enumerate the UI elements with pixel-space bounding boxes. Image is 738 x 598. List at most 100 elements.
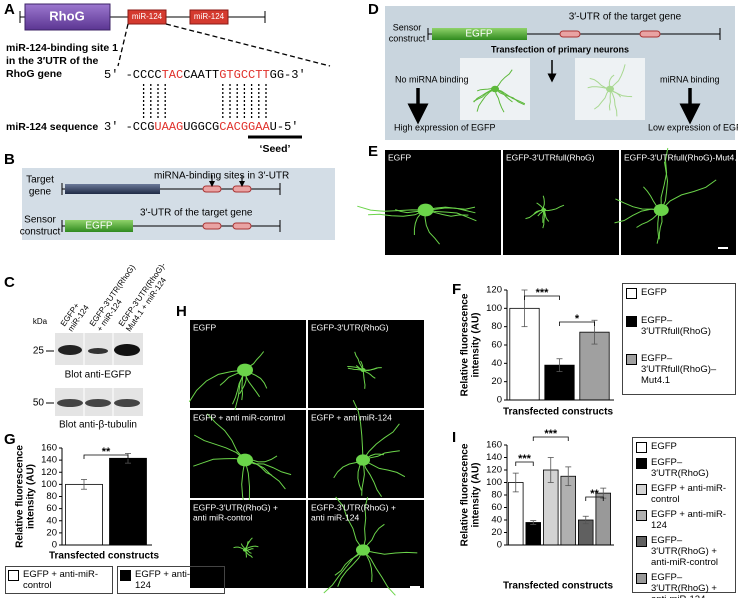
legend-item: EGFP	[626, 287, 732, 299]
neurite	[660, 147, 669, 211]
neurite	[323, 549, 364, 594]
bar	[525, 522, 542, 546]
neurite	[543, 204, 565, 212]
neurite	[244, 545, 259, 551]
x-axis-label: Transfected constructs	[503, 407, 613, 418]
y-axis-label: intensity (AU)	[471, 313, 482, 378]
seq-part: GG-3′	[270, 68, 306, 82]
neurite	[425, 207, 476, 214]
site-caption: in the 3′UTR of the	[6, 55, 99, 67]
base-pairs	[142, 84, 267, 118]
micrograph-caption: anti miR-control	[193, 512, 253, 522]
y-tick-label: 160	[486, 440, 502, 451]
seq-part: UGGCG	[183, 120, 219, 134]
legend: EGFP EGFP–3′UTR(RhoG) EGFP + anti-miR-cont…	[632, 437, 736, 598]
sites-label: miRNA-binding sites in 3′-UTR	[154, 171, 289, 182]
seq-part: CACGGAA	[219, 120, 270, 134]
neurite	[193, 434, 246, 461]
seq-part: TAC	[162, 68, 184, 82]
y-tick-label: 0	[497, 540, 502, 551]
seq-part: CAATT	[183, 68, 219, 82]
y-axis-label: Relative fluorescence	[460, 443, 471, 546]
y-tick-label: 0	[52, 540, 57, 551]
neurite	[660, 161, 669, 211]
neurite	[542, 209, 546, 229]
blot-label: Blot anti-β-tubulin	[59, 420, 137, 431]
y-tick-label: 60	[46, 503, 57, 514]
legend-swatch	[636, 510, 647, 521]
y-tick-label: 100	[486, 303, 502, 314]
y-tick-label: 100	[486, 477, 502, 488]
panel-label: E	[368, 143, 378, 160]
y-tick-label: 20	[491, 527, 502, 538]
bar	[560, 475, 577, 546]
marker-label: 25	[33, 346, 45, 357]
legend-label: EGFP–3′UTRfull(RhoG)	[641, 315, 711, 337]
legend-swatch	[626, 288, 637, 299]
significance-label: ***	[544, 428, 558, 440]
site-caption: miR-124-binding site 1	[6, 42, 118, 54]
legend-item: EGFP + anti-miR-124	[117, 566, 225, 594]
egfp-box	[65, 220, 133, 232]
y-axis-label: intensity (AU)	[26, 464, 37, 529]
panel-label: A	[4, 1, 15, 18]
target-label: gene	[29, 187, 52, 198]
error-bar	[556, 358, 563, 372]
legend-swatch	[636, 458, 647, 469]
soma	[356, 454, 370, 466]
panel-label: F	[452, 281, 461, 298]
site-box	[127, 9, 167, 25]
micrograph-caption: EGFP-3′UTR(RhoG) +	[193, 502, 278, 512]
legend-item: EGFP + anti-miR-control	[5, 566, 113, 594]
neurite	[424, 209, 440, 245]
legend-label: EGFP–3′UTR(RhoG) + anti-miR-control	[651, 535, 719, 568]
micrograph	[190, 320, 306, 408]
gene-box	[24, 3, 111, 31]
panel-label: H	[176, 303, 187, 320]
micrograph-caption: EGFP-3′UTR(RhoG) +	[311, 502, 396, 512]
sensor-label: construct	[389, 33, 426, 43]
y-tick-label: 60	[491, 502, 502, 513]
neurite	[494, 88, 505, 113]
seq-part: 3′ -CCG	[104, 120, 154, 134]
panel-label: G	[4, 431, 16, 448]
legend-label: EGFP + anti-miR-control	[23, 569, 99, 591]
y-axis-label: Relative fluorescence	[460, 293, 471, 396]
significance-label: *	[575, 313, 580, 325]
significance-bracket	[515, 461, 534, 466]
neurite	[609, 64, 626, 90]
legend-label: EGFP + anti-miR-control	[651, 483, 727, 505]
neurite	[614, 208, 662, 224]
legend-swatch	[636, 536, 647, 547]
sensor-label: Sensor	[24, 215, 56, 226]
neurite	[244, 459, 286, 490]
neurite	[494, 88, 526, 105]
soma	[653, 204, 669, 216]
neurite	[347, 367, 364, 371]
unit-label: kDa	[33, 317, 48, 326]
panel-h: H EGFP EGFP-3′UTR(RhoG) EGFP + anti miR-co…	[176, 303, 424, 596]
significance-bracket	[585, 496, 604, 501]
soma	[243, 548, 247, 552]
panel-label: D	[368, 1, 379, 18]
site-caption: RhoG gene	[6, 68, 62, 80]
legend-item: EGFP–3′UTR(RhoG) + anti-miR-control	[636, 535, 732, 568]
y-axis-label: Relative fluorescence	[15, 445, 26, 548]
mir-sequence: 3′ -CCGUAAGUGGCGCACGGAAU-5′	[104, 120, 298, 134]
y-tick-label: 20	[491, 376, 502, 387]
soma	[417, 203, 434, 217]
legend-swatch	[626, 354, 637, 365]
error-bar	[530, 520, 537, 525]
error-bar	[547, 457, 554, 483]
y-axis-label: intensity (AU)	[471, 463, 482, 528]
micrograph-caption: anti miR-124	[311, 512, 359, 522]
binding-label: miRNA binding	[660, 74, 720, 84]
significance-label: ***	[518, 453, 532, 465]
panel-e: E EGFP EGFP-3′UTRfull(RhoG) EGFP-3′UTRfull…	[357, 143, 738, 255]
neurite	[362, 367, 382, 371]
micrograph-caption: EGFP-3′UTR(RhoG)	[311, 322, 389, 332]
neurite	[368, 209, 426, 217]
legend-label: EGFP–3′UTR(RhoG) + anti-miR-124	[651, 572, 717, 598]
